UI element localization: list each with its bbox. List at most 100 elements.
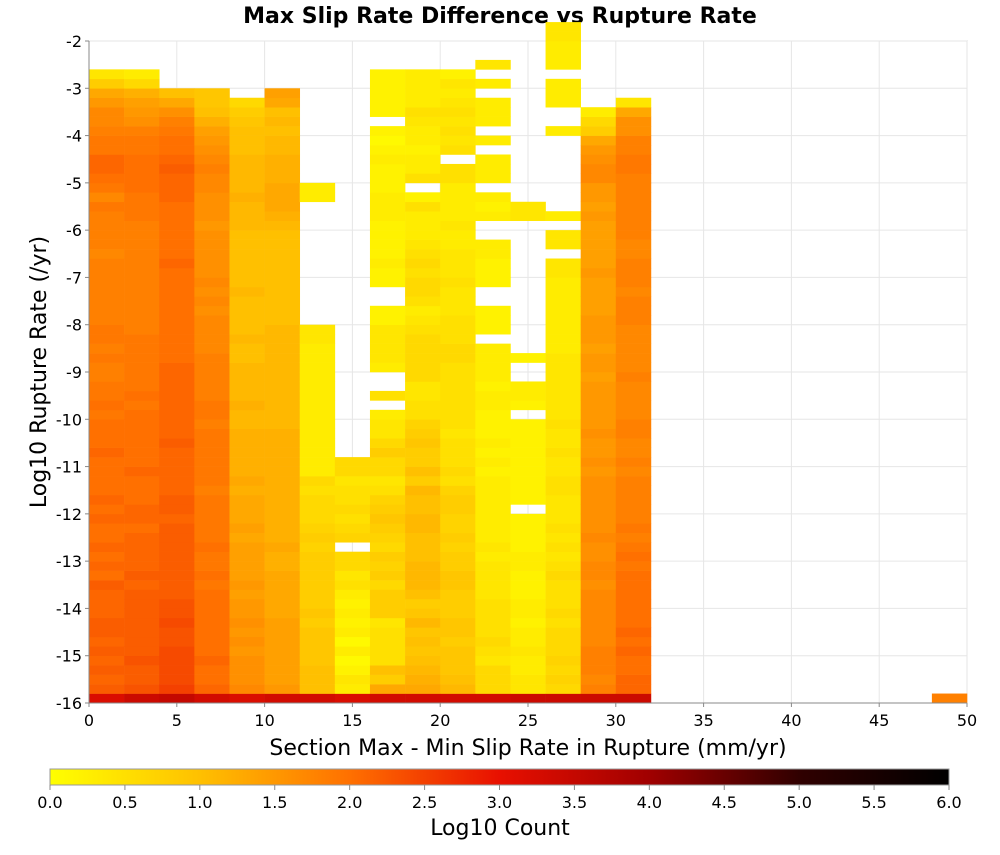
heatmap-cell [580, 107, 617, 117]
heatmap-cell [545, 88, 581, 99]
heatmap-cell [89, 353, 125, 363]
heatmap-cell [194, 617, 230, 628]
heatmap-cell [545, 580, 581, 590]
heatmap-cell [159, 211, 195, 221]
heatmap-cell [615, 513, 652, 524]
heatmap-cell [369, 192, 406, 203]
heatmap-cell [299, 182, 336, 193]
heatmap-cell [405, 684, 441, 694]
heatmap-cell [159, 126, 195, 136]
heatmap-cell [89, 343, 125, 354]
heatmap-cell [299, 674, 336, 685]
heatmap-cell [299, 324, 336, 335]
heatmap-cell [124, 230, 160, 240]
heatmap-cell [510, 589, 546, 600]
heatmap-cell [264, 636, 301, 647]
heatmap-cell [369, 636, 406, 647]
heatmap-cell [299, 665, 336, 675]
heatmap-cell [124, 239, 160, 250]
heatmap-cell [615, 551, 652, 562]
heatmap-cell [194, 211, 230, 221]
colorbar-tick-label: 5.5 [861, 793, 886, 812]
heatmap-cell [89, 305, 125, 316]
heatmap-cell [369, 466, 406, 477]
heatmap-cell [440, 419, 476, 430]
heatmap-cell [159, 598, 195, 609]
heatmap-cell [159, 192, 195, 203]
heatmap-cell [615, 476, 652, 486]
heatmap-cell [194, 646, 230, 657]
heatmap-cell [580, 324, 617, 335]
heatmap-cell [369, 362, 406, 373]
heatmap-cell [510, 513, 546, 524]
heatmap-cell [545, 466, 581, 477]
heatmap-cell [615, 570, 652, 581]
heatmap-cell [299, 504, 336, 515]
heatmap-cell [229, 173, 265, 184]
heatmap-cell [440, 523, 476, 534]
heatmap-cell [580, 608, 617, 619]
heatmap-cell [545, 353, 581, 363]
heatmap-cell [229, 655, 265, 666]
heatmap-cell [264, 135, 301, 146]
heatmap-cell [510, 684, 546, 694]
heatmap-cell [369, 97, 406, 108]
heatmap-cell [369, 532, 406, 543]
heatmap-cell [159, 561, 195, 571]
heatmap-cell [510, 674, 546, 685]
heatmap-cell [369, 173, 406, 184]
colorbar-tick-label: 1.0 [187, 793, 212, 812]
heatmap-cell [194, 381, 230, 392]
heatmap-cell [334, 494, 371, 505]
heatmap-cell [440, 343, 476, 354]
heatmap-cell [475, 693, 511, 704]
heatmap-cell [405, 343, 441, 354]
heatmap-cell [194, 277, 230, 288]
heatmap-cell [229, 182, 265, 193]
heatmap-cell [475, 211, 511, 221]
heatmap-cell [475, 353, 511, 363]
heatmap-cell [194, 523, 230, 534]
heatmap-cell [229, 334, 265, 344]
heatmap-cell [615, 646, 652, 657]
heatmap-cell [440, 390, 476, 401]
heatmap-cell [615, 693, 652, 704]
heatmap-cell [229, 305, 265, 316]
heatmap-cell [264, 267, 301, 278]
colorbar-tick-label: 2.0 [337, 793, 362, 812]
heatmap-cell [475, 665, 511, 675]
heatmap-cell [194, 372, 230, 382]
heatmap-cell [264, 466, 301, 477]
heatmap-cell [545, 324, 581, 335]
heatmap-cell [159, 428, 195, 439]
heatmap-cell [159, 116, 195, 127]
heatmap-cell [369, 561, 406, 571]
heatmap-cell [369, 324, 406, 335]
heatmap-cell [299, 466, 336, 477]
heatmap-cell [405, 154, 441, 165]
heatmap-cell [159, 381, 195, 392]
heatmap-cell [299, 523, 336, 534]
heatmap-cell [89, 145, 125, 155]
heatmap-cell [264, 598, 301, 609]
heatmap-cell [405, 532, 441, 543]
heatmap-cell [440, 438, 476, 448]
heatmap-cell [369, 551, 406, 562]
heatmap-cell [194, 409, 230, 420]
heatmap-cell [369, 523, 406, 534]
heatmap-cell [440, 88, 476, 99]
heatmap-cell [545, 693, 581, 704]
heatmap-cell [510, 617, 546, 628]
heatmap-cell [159, 674, 195, 685]
heatmap-cell [299, 561, 336, 571]
heatmap-cell [545, 286, 581, 297]
heatmap-cell [194, 201, 230, 212]
heatmap-cell [264, 523, 301, 534]
heatmap-cell [194, 400, 230, 411]
heatmap-cell [580, 239, 617, 250]
heatmap-cell [545, 22, 581, 32]
heatmap-cell [369, 494, 406, 505]
heatmap-cell [229, 277, 265, 288]
chart-title: Max Slip Rate Difference vs Rupture Rate [243, 4, 757, 29]
heatmap-cell [440, 145, 476, 155]
